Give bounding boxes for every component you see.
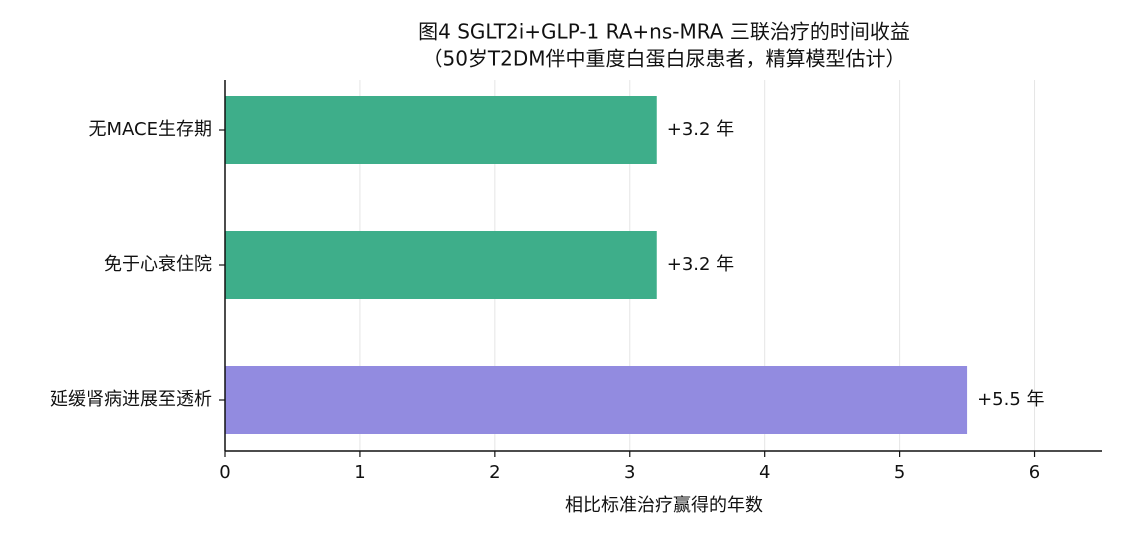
bar <box>225 96 657 164</box>
x-tick-label: 5 <box>894 462 905 483</box>
x-axis-label: 相比标准治疗赢得的年数 <box>565 494 763 516</box>
y-tick-label: 延缓肾病进展至透析 <box>50 389 212 410</box>
bar <box>225 231 657 299</box>
x-tick-label: 1 <box>354 462 365 483</box>
chart-subtitle: （50岁T2DM伴中重度白蛋白尿患者，精算模型估计） <box>422 47 905 71</box>
y-tick-label: 无MACE生存期 <box>89 119 212 140</box>
x-tick-label: 3 <box>624 462 635 483</box>
x-tick-label: 6 <box>1029 462 1040 483</box>
x-tick-label: 0 <box>219 462 230 483</box>
value-label: +5.5 年 <box>977 389 1044 410</box>
x-tick-label: 2 <box>489 462 500 483</box>
value-label: +3.2 年 <box>667 119 734 140</box>
chart-title: 图4 SGLT2i+GLP-1 RA+ns-MRA 三联治疗的时间收益 <box>418 20 910 44</box>
value-label: +3.2 年 <box>667 254 734 275</box>
x-tick-label: 4 <box>759 462 770 483</box>
bar <box>225 366 968 434</box>
y-tick-label: 免于心衰住院 <box>104 254 212 275</box>
